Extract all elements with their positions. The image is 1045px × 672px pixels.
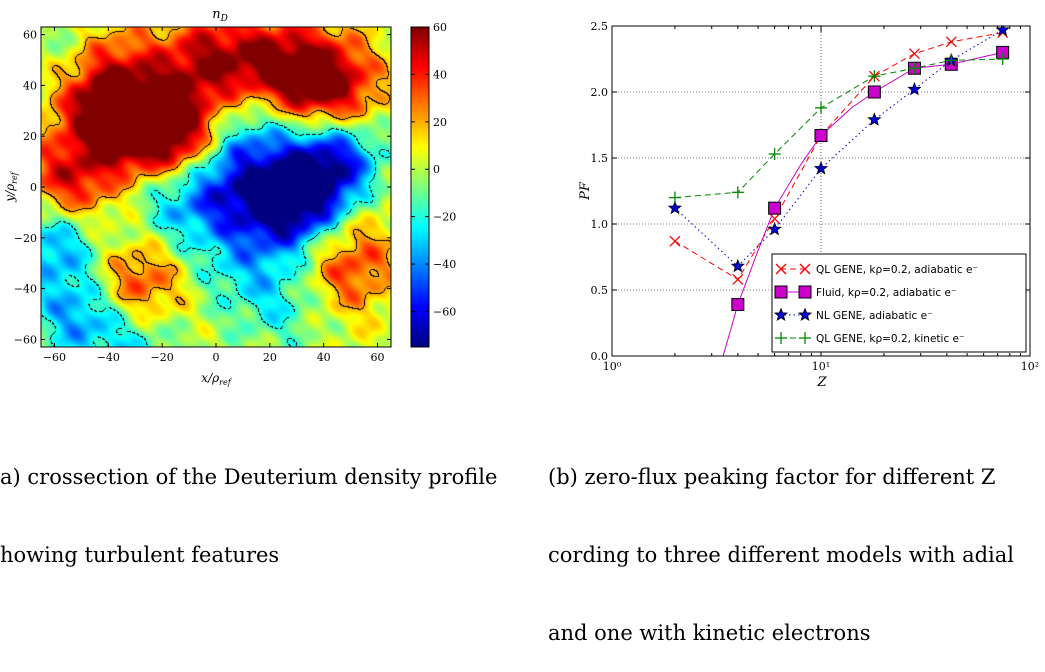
caption-a: a) crossection of the Deuterium density … — [0, 412, 497, 594]
legend-label: QL GENE, kρ=0.2, kinetic e⁻ — [816, 333, 965, 345]
plus-marker — [731, 186, 744, 199]
x-marker — [908, 48, 920, 60]
y-tick-label: 0.5 — [591, 284, 609, 297]
heatmap-x-tick-label: −60 — [43, 351, 66, 364]
heatmap-y-tick-label: 40 — [23, 79, 37, 92]
series-2 — [667, 26, 1010, 273]
x-tick-label: 10¹ — [812, 360, 830, 373]
colorbar-ticks: 60 40 20 0 −20 −40 −60 — [411, 21, 456, 318]
plus-marker — [668, 191, 681, 204]
legend-entry: QL GENE, kρ=0.2, adiabatic e⁻ — [775, 263, 978, 276]
heatmap-x-tick-label: 20 — [263, 351, 277, 364]
x-marker — [669, 235, 681, 247]
series-line — [674, 58, 1003, 199]
legend-entry: NL GENE, adiabatic e⁻ — [773, 307, 933, 322]
star-marker — [730, 258, 745, 273]
square-marker — [798, 285, 812, 299]
legend-entry: QL GENE, kρ=0.2, kinetic e⁻ — [775, 332, 965, 345]
x-marker — [775, 263, 787, 275]
legend-label: QL GENE, kρ=0.2, adiabatic e⁻ — [816, 264, 978, 276]
series-3 — [668, 53, 1009, 204]
heatmap-y-tick-label: 0 — [30, 181, 37, 194]
plus-marker — [815, 101, 827, 114]
heatmap-x-tick-label: 60 — [371, 351, 385, 364]
colorbar-gradient — [411, 27, 429, 347]
heatmap-y-tick-label: −60 — [14, 333, 37, 346]
heatmap-x-tick-label: −20 — [151, 351, 174, 364]
heatmap-y-tick-label: −20 — [14, 232, 37, 245]
square-marker — [774, 285, 788, 299]
plus-marker — [775, 332, 787, 344]
line-chart-series — [667, 26, 1010, 356]
star-marker — [907, 81, 922, 96]
heatmap-x-tick-label: −40 — [97, 351, 120, 364]
peaking-factor-figure: 10⁰ 10¹ 10² 0.0 0.5 1.0 1.5 2.0 2.5 Z PF QL GEN… — [578, 20, 1039, 390]
heatmap-y-ticks: 60 40 20 0 −20 −40 −60 — [14, 29, 391, 346]
heatmap-x-ticks: −60 −40 −20 0 20 40 60 — [43, 27, 385, 364]
colorbar-tick-label: −60 — [433, 305, 456, 318]
x-tick-label: 10⁰ — [603, 360, 622, 373]
square-marker — [731, 298, 745, 312]
heatmap-x-label: x/ρref — [201, 371, 232, 387]
colorbar-tick-label: 60 — [433, 21, 447, 34]
heatmap-x-tick-label: 0 — [213, 351, 220, 364]
star-marker — [813, 161, 829, 175]
caption-b-line-3: and one with kinetic electrons — [548, 621, 871, 645]
colorbar-tick-label: 0 — [433, 163, 440, 176]
legend-entry: Fluid, kρ=0.2, adiabatic e⁻ — [774, 285, 956, 299]
caption-b-line-1: (b) zero-flux peaking factor for differe… — [548, 465, 996, 489]
y-tick-label: 2.5 — [591, 20, 609, 33]
line-chart-y-label: PF — [578, 181, 593, 201]
x-marker — [945, 36, 957, 48]
star-marker — [667, 200, 683, 215]
legend-label: NL GENE, adiabatic e⁻ — [816, 310, 933, 322]
heatmap-x-tick-label: 40 — [317, 351, 331, 364]
density-heatmap-figure: nD −60 −40 −20 0 20 40 60 60 40 20 0 −20 −40 −60 x/ρ… — [3, 7, 456, 387]
star-marker — [797, 307, 813, 322]
colorbar-frame — [410, 26, 430, 348]
line-chart-legend: QL GENE, kρ=0.2, adiabatic e⁻ Fluid, kρ=0… — [771, 253, 1027, 353]
x-marker — [732, 273, 744, 285]
heatmap-title: nD — [212, 7, 228, 24]
x-tick-label: 10² — [1021, 360, 1039, 373]
plus-marker — [768, 148, 781, 161]
star-marker — [767, 221, 782, 236]
heatmap-y-tick-label: −40 — [14, 283, 37, 296]
plus-marker — [868, 70, 881, 83]
colorbar-tick-label: 20 — [433, 116, 447, 129]
line-chart-x-label: Z — [816, 375, 827, 390]
y-tick-label: 1.5 — [591, 152, 609, 165]
legend-label: Fluid, kρ=0.2, adiabatic e⁻ — [816, 287, 956, 299]
caption-b: (b) zero-flux peaking factor for differe… — [548, 412, 1014, 672]
star-marker — [867, 112, 882, 126]
square-marker — [814, 129, 828, 143]
plus-marker — [996, 53, 1009, 65]
plus-marker — [945, 54, 958, 67]
series-line — [674, 32, 1003, 281]
y-tick-label: 2.0 — [591, 86, 609, 99]
legend-box — [771, 253, 1027, 353]
colorbar-tick-label: 40 — [433, 68, 447, 81]
caption-b-line-2: cording to three different models with a… — [548, 543, 1014, 567]
y-tick-label: 1.0 — [591, 218, 609, 231]
caption-a-line-2: howing turbulent features — [0, 543, 280, 567]
caption-a-line-1: a) crossection of the Deuterium density … — [0, 465, 498, 489]
colorbar-tick-label: −20 — [433, 211, 456, 224]
y-tick-label: 0.0 — [591, 350, 609, 363]
line-chart-x-ticks: 10⁰ 10¹ 10² — [603, 26, 1039, 373]
star-marker — [773, 307, 789, 322]
square-marker — [768, 201, 782, 215]
x-marker — [799, 263, 811, 275]
square-marker — [867, 85, 881, 99]
plus-marker — [799, 332, 811, 344]
plus-marker — [908, 62, 921, 75]
line-chart-y-ticks: 0.0 0.5 1.0 1.5 2.0 2.5 — [591, 20, 1030, 363]
heatmap-field — [41, 27, 391, 347]
heatmap-y-tick-label: 20 — [23, 130, 37, 143]
heatmap-y-label: y/ρref — [3, 170, 19, 202]
heatmap-y-tick-label: 60 — [23, 29, 37, 42]
colorbar-tick-label: −40 — [433, 258, 456, 271]
